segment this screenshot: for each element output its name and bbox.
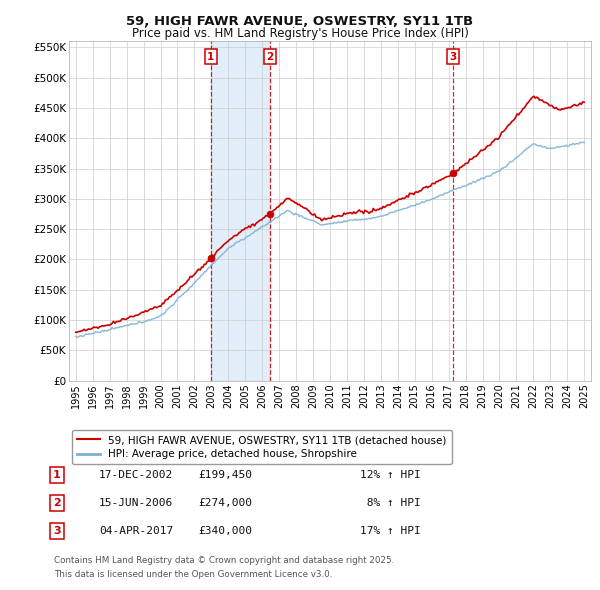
Text: 3: 3 [449,51,457,61]
Text: Contains HM Land Registry data © Crown copyright and database right 2025.: Contains HM Land Registry data © Crown c… [54,556,394,565]
Text: 04-APR-2017: 04-APR-2017 [99,526,173,536]
Text: £274,000: £274,000 [198,498,252,507]
Text: 15-JUN-2006: 15-JUN-2006 [99,498,173,507]
Text: 3: 3 [53,526,61,536]
Text: This data is licensed under the Open Government Licence v3.0.: This data is licensed under the Open Gov… [54,571,332,579]
Text: Price paid vs. HM Land Registry's House Price Index (HPI): Price paid vs. HM Land Registry's House … [131,27,469,40]
Bar [211,41,270,381]
Text: 17% ↑ HPI: 17% ↑ HPI [360,526,421,536]
Text: 2: 2 [266,51,274,61]
Legend: 59, HIGH FAWR AVENUE, OSWESTRY, SY11 1TB (detached house), HPI: Average price, d: 59, HIGH FAWR AVENUE, OSWESTRY, SY11 1TB… [71,430,452,464]
Text: 1: 1 [207,51,214,61]
Text: 17-DEC-2002: 17-DEC-2002 [99,470,173,480]
Text: £199,450: £199,450 [198,470,252,480]
Text: 2: 2 [53,498,61,507]
Text: 1: 1 [53,470,61,480]
Text: £340,000: £340,000 [198,526,252,536]
Text: 12% ↑ HPI: 12% ↑ HPI [360,470,421,480]
Text: 8% ↑ HPI: 8% ↑ HPI [360,498,421,507]
Text: 59, HIGH FAWR AVENUE, OSWESTRY, SY11 1TB: 59, HIGH FAWR AVENUE, OSWESTRY, SY11 1TB [127,15,473,28]
